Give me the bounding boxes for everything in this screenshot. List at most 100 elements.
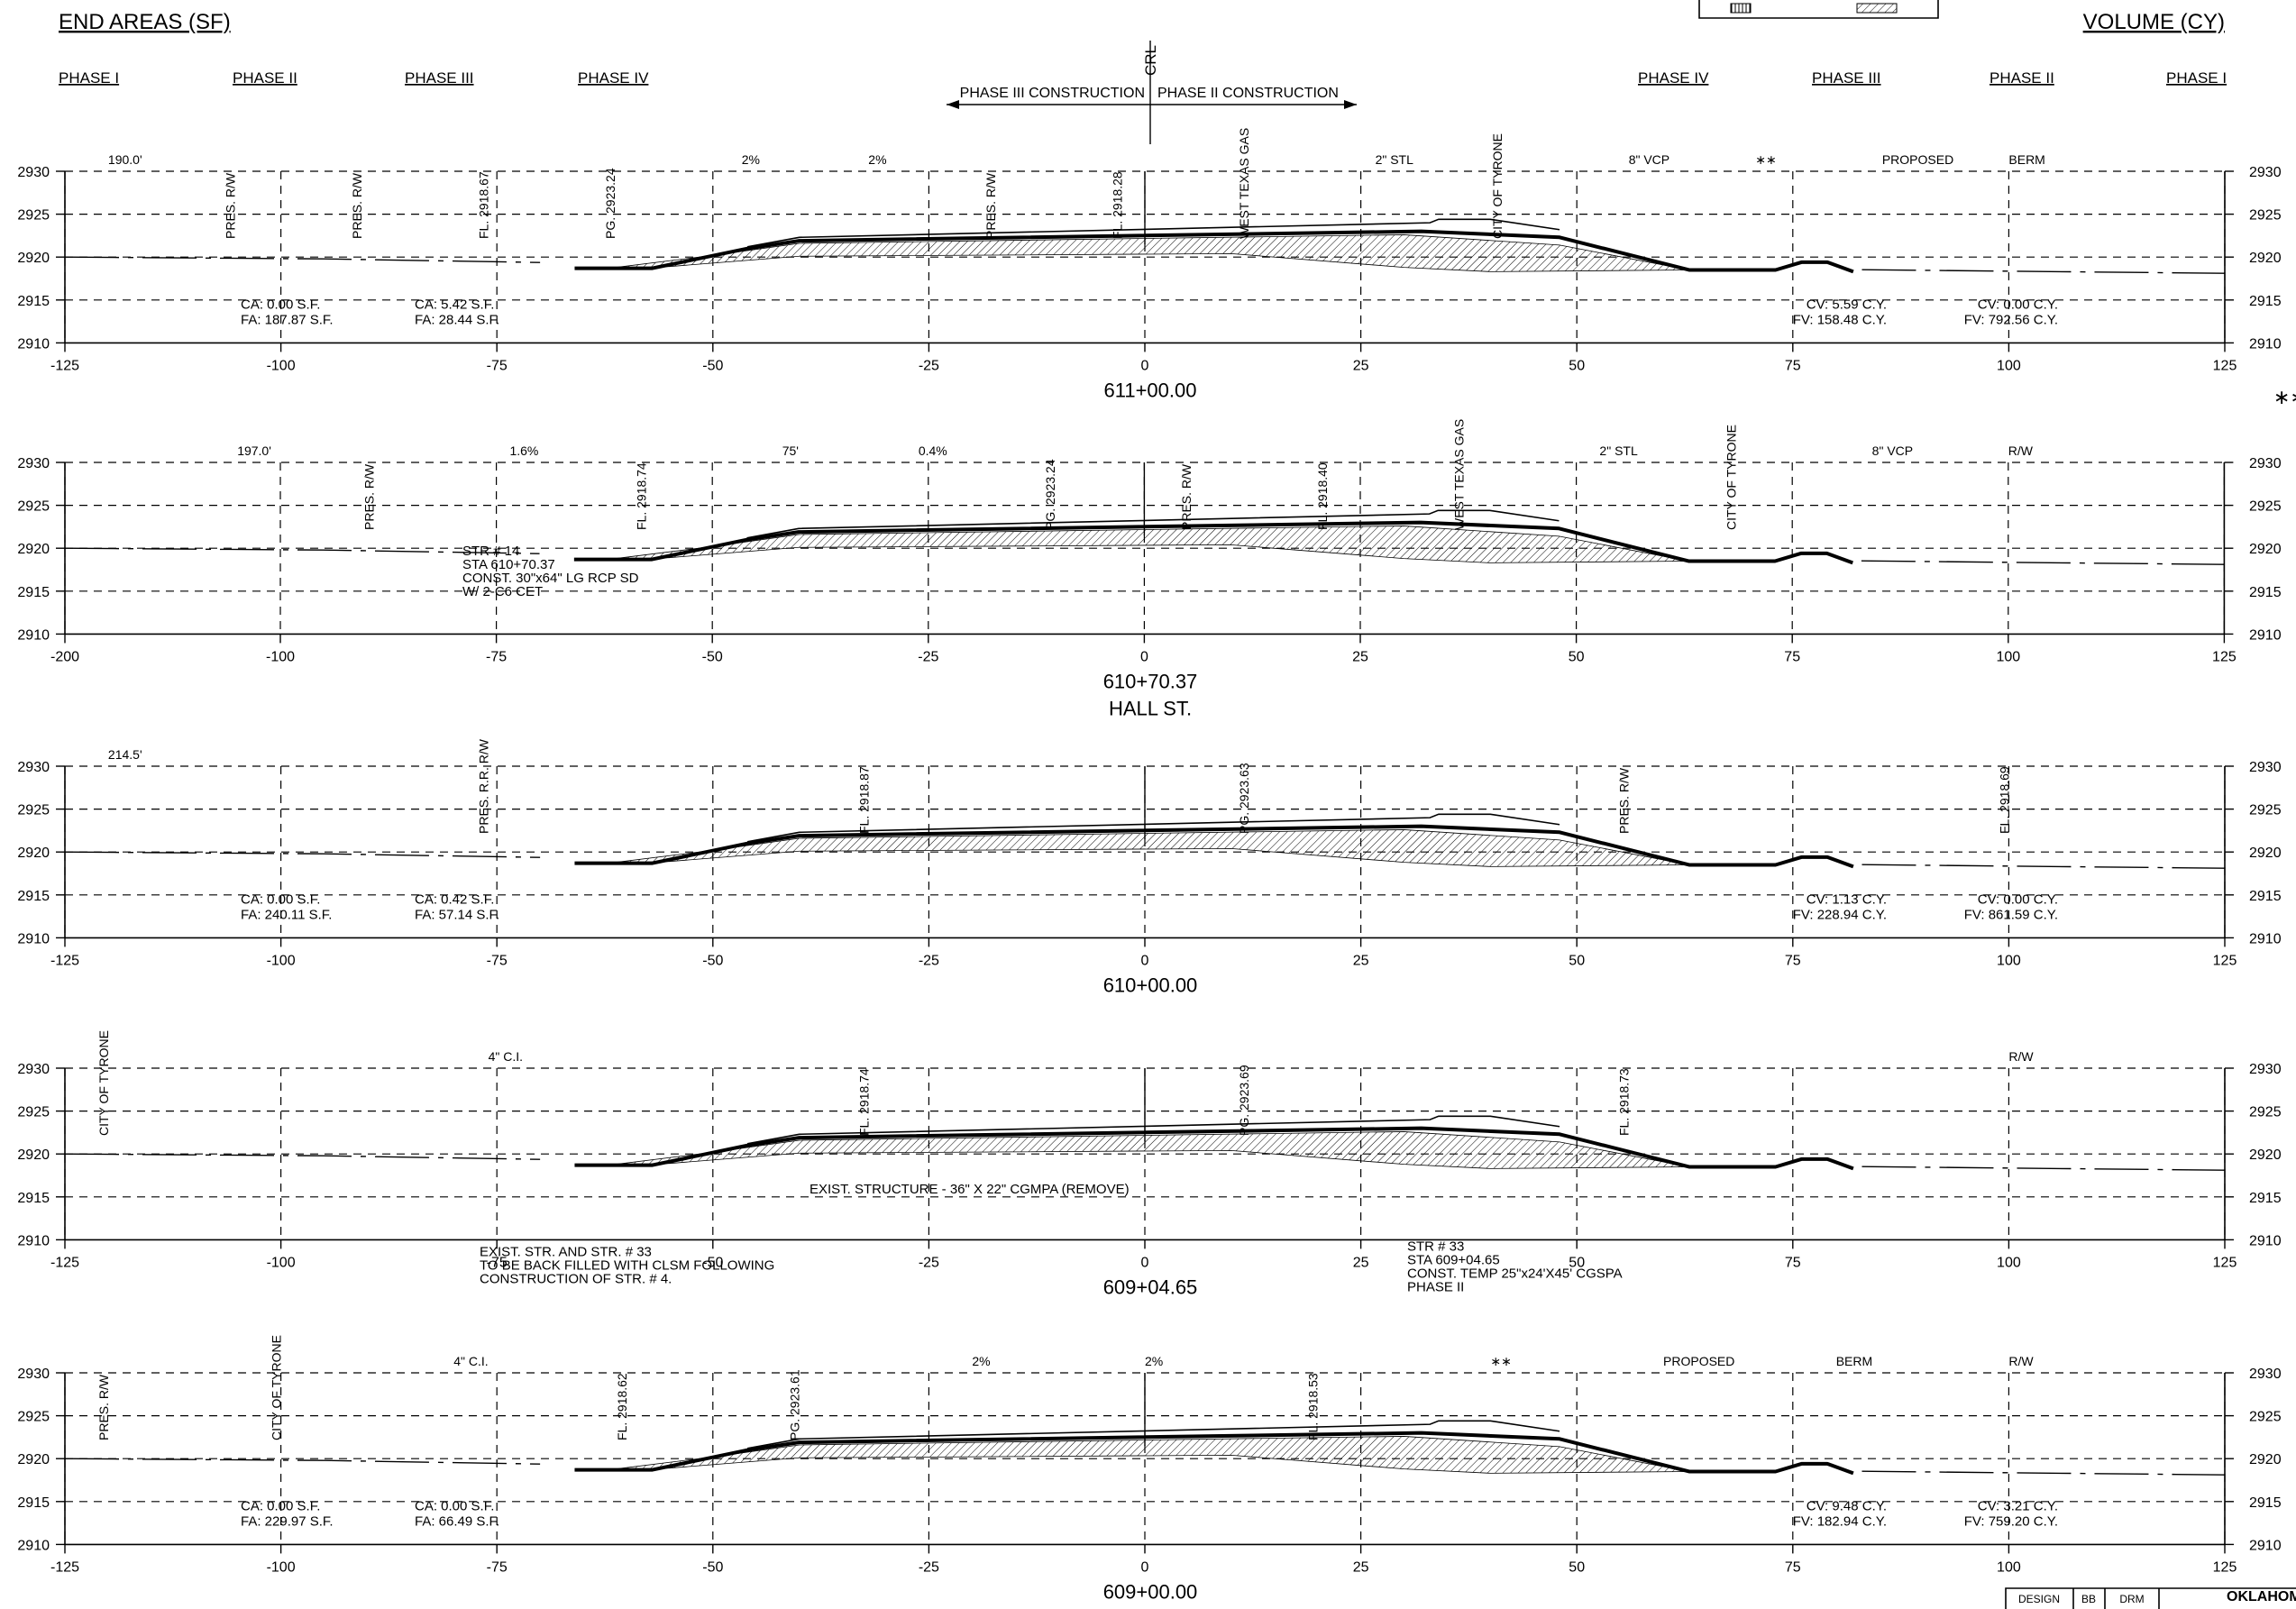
offset-tick: -50 xyxy=(702,358,723,373)
section-annotation: 4" C.I. xyxy=(489,1049,523,1064)
offset-tick: 75 xyxy=(1785,1255,1801,1270)
offset-tick: 25 xyxy=(1352,649,1368,664)
offset-tick: -25 xyxy=(919,358,939,373)
offset-tick: -50 xyxy=(702,953,723,968)
offset-tick: 75 xyxy=(1785,1559,1801,1575)
section-annotation: FL. 2918.67 xyxy=(477,171,491,239)
elevation-tick-left: 2920 xyxy=(17,251,50,266)
section-annotation: PG. 2923.61 xyxy=(788,1369,802,1440)
section-annotation: 197.0' xyxy=(237,443,271,458)
elevation-tick-left: 2915 xyxy=(17,294,50,309)
phase-label: PHASE III xyxy=(1812,69,1881,87)
elevation-tick-right: 2915 xyxy=(2249,889,2282,904)
structure-note: TO BE BACK FILLED WITH CLSM FOLLOWING xyxy=(480,1257,774,1273)
section-annotation: 4" C.I. xyxy=(453,1354,488,1368)
section-annotation: FL. 2918.62 xyxy=(615,1373,629,1440)
section-annotation: FL. 2918.87 xyxy=(856,766,871,834)
cross-section-610+70.37: 2930 2930 2925 2925 2920 2920 2915 2915 2910 2910… xyxy=(17,419,2281,720)
offset-tick: -75 xyxy=(486,649,507,664)
station-label: 609+04.65 xyxy=(1103,1275,1198,1298)
offset-tick: 0 xyxy=(1140,649,1148,664)
end-areas-title: END AREAS (SF) xyxy=(59,10,231,34)
offset-tick: 125 xyxy=(2213,1255,2237,1270)
section-annotation: PG. 2923.69 xyxy=(1237,1065,1251,1136)
elevation-tick-left: 2910 xyxy=(17,1233,50,1248)
volume-value: CV: 0.00 C.Y. xyxy=(1978,891,2058,907)
offset-tick: -100 xyxy=(267,1559,296,1575)
section-annotation: 8" VCP xyxy=(1872,443,1913,458)
cross-section-610+00.00: 2930 2930 2925 2925 2920 2920 2915 2915 2910 2910… xyxy=(17,738,2281,996)
section-annotation: WEST TEXAS GAS xyxy=(1237,128,1251,239)
section-annotation: 0.4% xyxy=(919,443,947,458)
section-annotation: PROPOSED xyxy=(1663,1354,1734,1368)
phase-label: PHASE I xyxy=(59,69,119,87)
elevation-tick-right: 2930 xyxy=(2249,1062,2282,1077)
section-annotation: ∗∗ xyxy=(1490,1354,1511,1368)
elevation-tick-left: 2925 xyxy=(17,803,50,818)
offset-tick: -50 xyxy=(702,1559,723,1575)
volume-value: FV: 861.59 C.Y. xyxy=(1964,907,2058,922)
phase-labels-left: PHASE I PHASE II PHASE III PHASE IV xyxy=(59,69,649,87)
offset-tick: 50 xyxy=(1569,1255,1585,1270)
elevation-tick-right: 2910 xyxy=(2249,627,2282,643)
volume-title: VOLUME (CY) xyxy=(2083,10,2225,34)
elevation-tick-left: 2910 xyxy=(17,627,50,643)
offset-tick: 125 xyxy=(2212,649,2237,664)
section-annotation: 8" VCP xyxy=(1629,152,1669,167)
offset-tick: -50 xyxy=(702,1255,723,1270)
section-annotation: FL. 2918.73 xyxy=(1617,1068,1632,1136)
elevation-tick-right: 2925 xyxy=(2249,208,2282,224)
offset-tick: -100 xyxy=(267,953,296,968)
section-annotation: 214.5' xyxy=(108,747,142,762)
elevation-tick-right: 2925 xyxy=(2249,499,2282,515)
offset-tick: -25 xyxy=(919,1255,939,1270)
offset-tick: 100 xyxy=(1997,953,2021,968)
section-annotation: 190.0' xyxy=(108,152,142,167)
elevation-tick-right: 2910 xyxy=(2249,336,2282,352)
elevation-tick-right: 2930 xyxy=(2249,165,2282,180)
phase-labels-right: PHASE IV PHASE III PHASE II PHASE I xyxy=(1638,69,2227,87)
section-annotation: CITY OF TYRONE xyxy=(1490,133,1505,239)
end-area-value: FA: 57.14 S.F. xyxy=(415,907,499,922)
end-area-value: CA: 0.00 S.F. xyxy=(241,297,320,312)
section-annotation: PG. 2923.24 xyxy=(1043,459,1057,530)
elevation-tick-left: 2915 xyxy=(17,585,50,600)
volume-value: CV: 9.48 C.Y. xyxy=(1807,1498,1887,1513)
elevation-tick-right: 2915 xyxy=(2249,1191,2282,1206)
offset-tick: 0 xyxy=(1141,358,1149,373)
section-annotation: PG. 2923.24 xyxy=(603,168,617,239)
end-area-value: CA: 0.00 S.F. xyxy=(241,1498,320,1513)
elevation-tick-right: 2930 xyxy=(2249,456,2282,471)
offset-tick: 50 xyxy=(1569,1559,1585,1575)
structure-note: W/ 2-C6 CET xyxy=(462,584,543,599)
cross-section-611+00.00: 2930 2930 2925 2925 2920 2920 2915 2915 2910 2910… xyxy=(17,128,2281,402)
fill-area xyxy=(608,1131,1689,1169)
elevation-tick-left: 2920 xyxy=(17,1147,50,1163)
elevation-tick-left: 2930 xyxy=(17,456,50,471)
end-area-value: FA: 66.49 S.F. xyxy=(415,1513,499,1529)
section-annotation: FL. 2918.74 xyxy=(635,462,649,530)
elevation-tick-left: 2915 xyxy=(17,1495,50,1511)
section-annotation: PRES. R.R. R/W xyxy=(477,738,491,834)
section-annotation: 2% xyxy=(868,152,886,167)
offset-tick: 50 xyxy=(1569,649,1585,664)
section-annotation: CITY OF TYRONE xyxy=(270,1335,284,1440)
section-annotation: CITY OF TYRONE xyxy=(1724,425,1739,530)
volume-value: CV: 0.00 C.Y. xyxy=(1978,297,2058,312)
elevation-tick-left: 2910 xyxy=(17,1538,50,1553)
offset-tick: 25 xyxy=(1353,358,1369,373)
offset-tick: 25 xyxy=(1353,953,1369,968)
station-subtitle: HALL ST. xyxy=(1109,697,1192,719)
title-cell: DRM xyxy=(2119,1593,2144,1605)
offset-tick: 50 xyxy=(1569,358,1585,373)
elevation-tick-left: 2930 xyxy=(17,165,50,180)
end-area-value: CA: 0.42 S.F. xyxy=(415,891,494,907)
proposed-grade xyxy=(574,824,1854,869)
offset-tick: -25 xyxy=(919,953,939,968)
structure-note: CONST. 30"x64" LG RCP SD xyxy=(462,571,639,586)
offset-tick: -100 xyxy=(266,649,295,664)
elevation-tick-right: 2925 xyxy=(2249,1105,2282,1120)
section-annotation: PRES. R/W xyxy=(1617,767,1632,834)
legend-box xyxy=(1698,0,1939,19)
end-area-value: FA: 240.11 S.F. xyxy=(241,907,332,922)
